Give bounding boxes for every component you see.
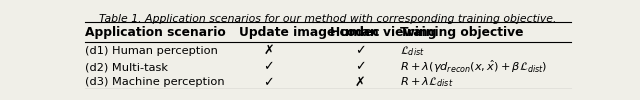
- Text: $\mathcal{L}_{dist}$: $\mathcal{L}_{dist}$: [400, 44, 425, 58]
- Text: ✓: ✓: [355, 44, 365, 57]
- Text: ✓: ✓: [263, 61, 274, 74]
- Text: (d1) Human perception: (d1) Human perception: [85, 46, 218, 56]
- Text: Table 1. Application scenarios for our method with corresponding training object: Table 1. Application scenarios for our m…: [99, 14, 557, 24]
- Text: Application scenario: Application scenario: [85, 26, 226, 39]
- Text: (d3) Machine perception: (d3) Machine perception: [85, 78, 225, 88]
- Text: Training objective: Training objective: [400, 26, 524, 39]
- Text: ✓: ✓: [263, 76, 274, 89]
- Text: ✗: ✗: [263, 44, 274, 57]
- Text: (d2) Multi-task: (d2) Multi-task: [85, 62, 168, 72]
- Text: $R + \lambda\mathcal{L}_{dist}$: $R + \lambda\mathcal{L}_{dist}$: [400, 76, 453, 89]
- Text: ✗: ✗: [355, 76, 365, 89]
- Text: ✓: ✓: [355, 61, 365, 74]
- Text: Human viewing: Human viewing: [330, 26, 437, 39]
- Text: Update image codec: Update image codec: [239, 26, 380, 39]
- Text: $R + \lambda(\gamma d_{recon}(x, \hat{x}) + \beta\mathcal{L}_{dist})$: $R + \lambda(\gamma d_{recon}(x, \hat{x}…: [400, 59, 547, 75]
